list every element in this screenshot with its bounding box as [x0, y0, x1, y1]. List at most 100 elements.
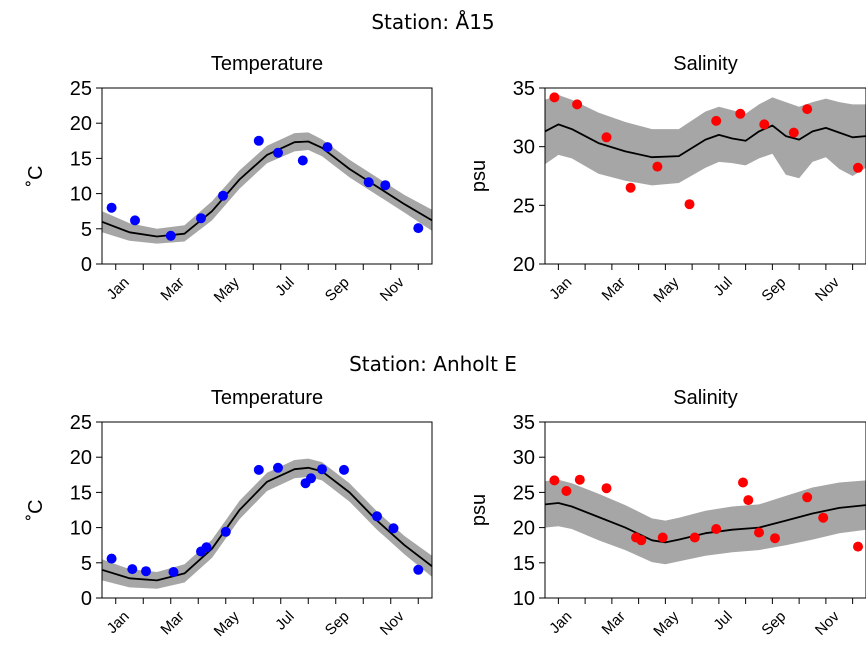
data-point-temp-anholt-2: [127, 564, 138, 575]
data-point-sal-a15-8: [735, 108, 746, 119]
y-tick-label-temp-a15-10: 10: [70, 184, 92, 206]
data-point-sal-a15-6: [684, 199, 695, 210]
data-point-temp-a15-11: [380, 180, 391, 191]
data-point-sal-anholt-14: [802, 492, 813, 503]
data-point-temp-a15-1: [106, 202, 117, 213]
plot-frame-temp-anholt: [101, 421, 433, 599]
y-tick-label-sal-anholt-10: 10: [513, 588, 535, 610]
data-point-sal-a15-7: [711, 115, 722, 126]
y-axis-label-temp-anholt: ˚C: [25, 499, 47, 520]
y-tick-label-sal-anholt-25: 25: [513, 482, 535, 504]
data-point-sal-a15-1: [549, 92, 560, 103]
data-point-sal-anholt-7: [657, 532, 668, 543]
y-tick-label-sal-a15-20: 20: [513, 254, 535, 276]
data-point-temp-a15-8: [297, 155, 308, 166]
chart-title-temp-anholt: Temperature: [211, 387, 323, 409]
data-point-temp-anholt-16: [413, 564, 424, 575]
y-tick-label-temp-anholt-0: 0: [81, 588, 92, 610]
data-point-sal-a15-12: [853, 162, 863, 173]
data-point-temp-anholt-6: [201, 542, 212, 553]
y-tick-label-temp-a15-15: 15: [70, 148, 92, 170]
data-point-sal-anholt-9: [711, 524, 722, 534]
chart-title-sal-a15: Salinity: [673, 53, 737, 75]
chart-title-temp-a15: Temperature: [211, 53, 323, 75]
data-point-sal-a15-9: [759, 119, 770, 130]
y-tick-label-sal-a15-35: 35: [513, 78, 535, 100]
data-point-temp-anholt-11: [306, 473, 316, 484]
data-point-sal-a15-11: [802, 104, 813, 115]
y-tick-label-sal-anholt-20: 20: [513, 518, 535, 540]
y-tick-label-temp-a15-0: 0: [81, 254, 92, 276]
data-point-sal-anholt-13: [770, 533, 780, 544]
data-point-temp-anholt-12: [317, 464, 327, 475]
plot-frame-sal-a15: [544, 87, 866, 265]
x-tick-label-sal-anholt-Nov: Nov: [812, 608, 843, 639]
data-point-sal-anholt-1: [549, 475, 560, 486]
data-point-temp-anholt-4: [168, 567, 179, 577]
y-tick-label-temp-a15-20: 20: [70, 113, 92, 135]
fit-line-sal-a15: [545, 123, 866, 159]
y-tick-label-sal-anholt-30: 30: [513, 447, 535, 469]
data-point-temp-a15-7: [273, 147, 283, 158]
data-point-sal-anholt-3: [574, 474, 585, 485]
x-tick-label-sal-anholt-Jan: Jan: [546, 608, 575, 637]
data-point-sal-anholt-15: [818, 512, 829, 523]
data-point-temp-anholt-15: [388, 523, 399, 534]
plot-frame-temp-a15: [101, 87, 433, 265]
y-tick-label-temp-anholt-15: 15: [70, 482, 92, 504]
y-tick-label-temp-a15-5: 5: [81, 219, 92, 241]
data-point-sal-anholt-11: [743, 495, 754, 506]
data-point-sal-a15-3: [601, 132, 612, 143]
y-axis-label-sal-a15: psu: [468, 160, 490, 192]
y-tick-label-temp-a15-25: 25: [70, 78, 92, 100]
x-tick-label-sal-anholt-Jul: Jul: [710, 608, 736, 634]
x-tick-label-sal-anholt-Mar: Mar: [599, 608, 629, 638]
data-point-sal-anholt-8: [689, 532, 700, 543]
y-axis-label-temp-a15: ˚C: [25, 165, 47, 186]
data-point-temp-anholt-3: [141, 566, 151, 577]
data-point-temp-anholt-1: [106, 553, 117, 564]
y-tick-label-temp-anholt-10: 10: [70, 518, 92, 540]
data-point-temp-a15-4: [196, 213, 206, 224]
station-title-2: Station: Anholt E: [349, 352, 517, 376]
data-point-temp-a15-12: [413, 223, 424, 234]
y-tick-label-temp-anholt-20: 20: [70, 447, 92, 469]
data-point-temp-anholt-14: [372, 511, 382, 522]
data-point-sal-anholt-6: [636, 535, 647, 546]
data-point-sal-anholt-2: [561, 486, 572, 496]
x-tick-label-sal-anholt-May: May: [650, 608, 682, 640]
data-point-temp-a15-5: [218, 190, 228, 201]
data-point-sal-a15-5: [652, 161, 663, 172]
y-tick-label-sal-anholt-35: 35: [513, 412, 535, 434]
y-tick-label-sal-a15-30: 30: [513, 137, 535, 159]
data-point-temp-a15-10: [363, 177, 374, 188]
y-tick-label-sal-anholt-15: 15: [513, 553, 535, 575]
data-point-temp-anholt-8: [253, 464, 264, 475]
data-point-sal-anholt-10: [738, 477, 748, 488]
data-point-temp-a15-3: [165, 230, 176, 241]
y-tick-label-sal-a15-25: 25: [513, 195, 535, 217]
data-point-temp-a15-2: [130, 215, 140, 226]
data-point-temp-a15-9: [322, 142, 333, 153]
confidence-band-temp-anholt: [102, 458, 432, 589]
data-point-sal-a15-2: [572, 99, 583, 110]
x-tick-label-sal-anholt-Sep: Sep: [758, 608, 789, 639]
chart-title-sal-anholt: Salinity: [673, 387, 737, 409]
confidence-band-temp-a15: [102, 132, 432, 244]
station-title-1: Station: Å15: [371, 10, 495, 34]
plot-frame-sal-anholt: [544, 421, 866, 599]
y-tick-label-temp-anholt-5: 5: [81, 553, 92, 575]
data-point-sal-a15-4: [625, 182, 636, 193]
data-point-temp-anholt-9: [273, 462, 283, 473]
data-point-temp-anholt-13: [339, 464, 349, 475]
fit-line-sal-anholt: [545, 502, 866, 544]
data-point-temp-anholt-7: [220, 526, 231, 537]
confidence-band-sal-anholt: [545, 479, 866, 565]
data-point-temp-a15-6: [253, 135, 264, 146]
data-point-sal-anholt-4: [601, 483, 612, 494]
